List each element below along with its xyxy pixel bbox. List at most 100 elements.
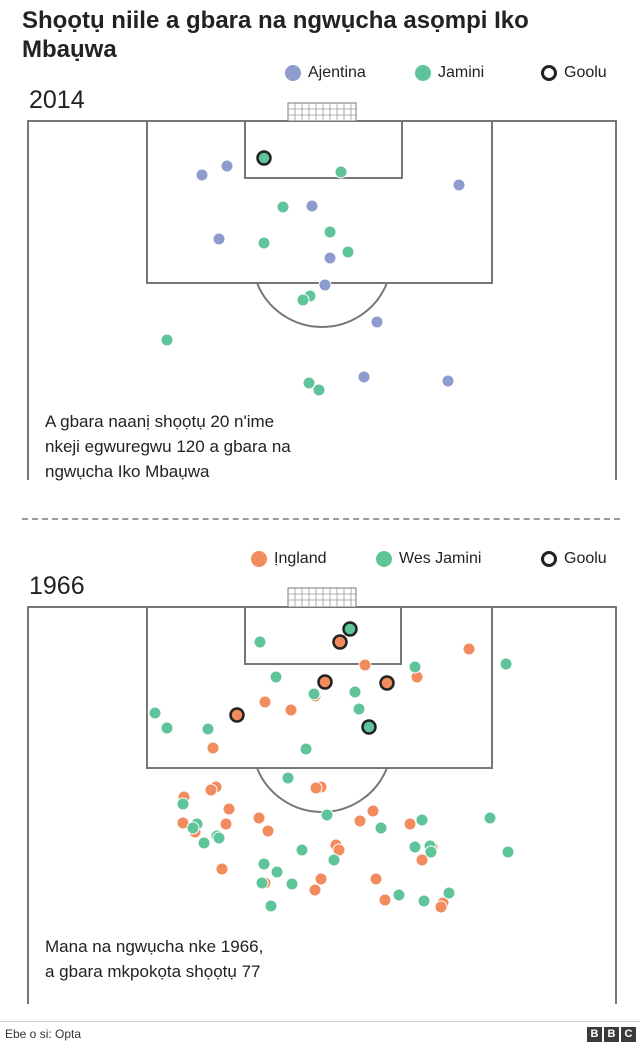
shot-marker <box>201 722 215 736</box>
shot-marker <box>320 808 334 822</box>
shots-2014 <box>160 150 466 397</box>
legend-2014: Ajentina <box>285 64 366 82</box>
shot-marker <box>264 899 278 913</box>
note-2014: A gbara naanị shọọtụ 20 n'ime nkeji egwu… <box>45 409 291 484</box>
legend-swatch-goal <box>541 65 557 81</box>
shot-marker <box>295 843 309 857</box>
goal-shot-marker <box>256 150 272 166</box>
legend-swatch-germany <box>415 65 431 81</box>
legend-label-west-germany: Wes Jamini <box>399 550 482 567</box>
shot-marker <box>499 657 513 671</box>
shot-marker <box>160 721 174 735</box>
goal-net-2014 <box>287 102 357 122</box>
shot-marker <box>408 840 422 854</box>
shot-marker <box>148 706 162 720</box>
goal-shot-marker <box>342 621 358 637</box>
shot-marker <box>378 893 392 907</box>
shot-marker <box>434 900 448 914</box>
legend-label-argentina: Ajentina <box>308 64 366 81</box>
shot-marker <box>370 315 384 329</box>
note-1966-line-2: a gbara mkpokọta shọọtụ 77 <box>45 962 261 981</box>
panel-divider <box>22 518 620 520</box>
legend-label-germany: Jamini <box>438 64 485 81</box>
note-1966: Mana na ngwụcha nke 1966, a gbara mkpokọ… <box>45 934 263 984</box>
shot-marker <box>483 811 497 825</box>
goal-net-mesh <box>288 103 356 121</box>
legend-swatch-west-germany <box>376 551 392 567</box>
shot-marker <box>284 703 298 717</box>
shot-marker <box>369 872 383 886</box>
shot-marker <box>299 742 313 756</box>
shot-marker <box>415 853 429 867</box>
bbc-logo-letter: C <box>621 1027 636 1042</box>
goal-shot-marker <box>379 675 395 691</box>
legend-1966: Ịngland <box>251 550 327 568</box>
shot-marker <box>442 886 456 900</box>
bbc-logo-letter: B <box>604 1027 619 1042</box>
shot-marker <box>160 333 174 347</box>
shot-marker <box>417 894 431 908</box>
shot-marker <box>341 245 355 259</box>
shot-marker <box>276 200 290 214</box>
goal-net <box>287 102 357 122</box>
shot-marker <box>358 658 372 672</box>
shot-marker <box>252 811 266 825</box>
shot-marker <box>327 853 341 867</box>
chart-title: Shọọtụ niile a gbara na ngwụcha asọmpi I… <box>22 7 529 63</box>
shot-marker <box>197 836 211 850</box>
shot-marker <box>212 232 226 246</box>
shot-marker <box>348 685 362 699</box>
legend-2014-goal: Goolu <box>541 64 607 82</box>
shot-marker <box>357 370 371 384</box>
source-note: Ebe o si: Opta <box>5 1027 82 1041</box>
note-1966-line-1: Mana na ngwụcha nke 1966, <box>45 937 264 956</box>
shot-marker <box>501 845 515 859</box>
shot-marker <box>219 817 233 831</box>
penalty-arc <box>256 282 388 329</box>
shot-marker <box>309 781 323 795</box>
pitch-2014 <box>27 102 617 480</box>
shot-marker <box>269 670 283 684</box>
shot-marker <box>281 771 295 785</box>
shot-marker <box>305 199 319 213</box>
shot-marker <box>353 814 367 828</box>
legend-2014-germany: Jamini <box>415 64 484 82</box>
shot-marker <box>186 821 200 835</box>
penalty-box <box>146 606 493 769</box>
goal-shot-marker <box>332 634 348 650</box>
goal-net <box>287 587 357 608</box>
legend-label-goal: Goolu <box>564 64 607 81</box>
shot-marker <box>215 862 229 876</box>
goal-shot-marker <box>317 674 333 690</box>
six-yard-box <box>244 606 402 665</box>
shots-1966 <box>148 621 515 914</box>
shot-marker <box>257 236 271 250</box>
note-2014-line-1: A gbara naanị shọọtụ 20 n'ime <box>45 412 275 431</box>
shot-marker <box>222 802 236 816</box>
legend-swatch-england <box>251 551 267 567</box>
shot-marker <box>415 813 429 827</box>
shot-marker <box>424 845 438 859</box>
legend-label-england: Ịngland <box>274 550 327 567</box>
shot-marker <box>220 159 234 173</box>
shot-marker <box>296 293 310 307</box>
shot-marker <box>462 642 476 656</box>
shot-marker <box>212 831 226 845</box>
year-2014: 2014 <box>29 86 85 114</box>
shot-marker <box>374 821 388 835</box>
shot-marker <box>270 865 284 879</box>
legend-label-goal-1966: Goolu <box>564 550 607 567</box>
shot-marker <box>334 165 348 179</box>
bbc-logo-letter: B <box>587 1027 602 1042</box>
shot-marker <box>392 888 406 902</box>
legend-swatch-argentina <box>285 65 301 81</box>
shot-marker <box>308 883 322 897</box>
goal-shot-marker <box>229 707 245 723</box>
shot-marker <box>307 687 321 701</box>
shot-marker <box>323 225 337 239</box>
legend-1966-goal: Goolu <box>541 550 607 568</box>
shot-marker <box>285 877 299 891</box>
shot-marker <box>257 857 271 871</box>
shot-marker <box>441 374 455 388</box>
